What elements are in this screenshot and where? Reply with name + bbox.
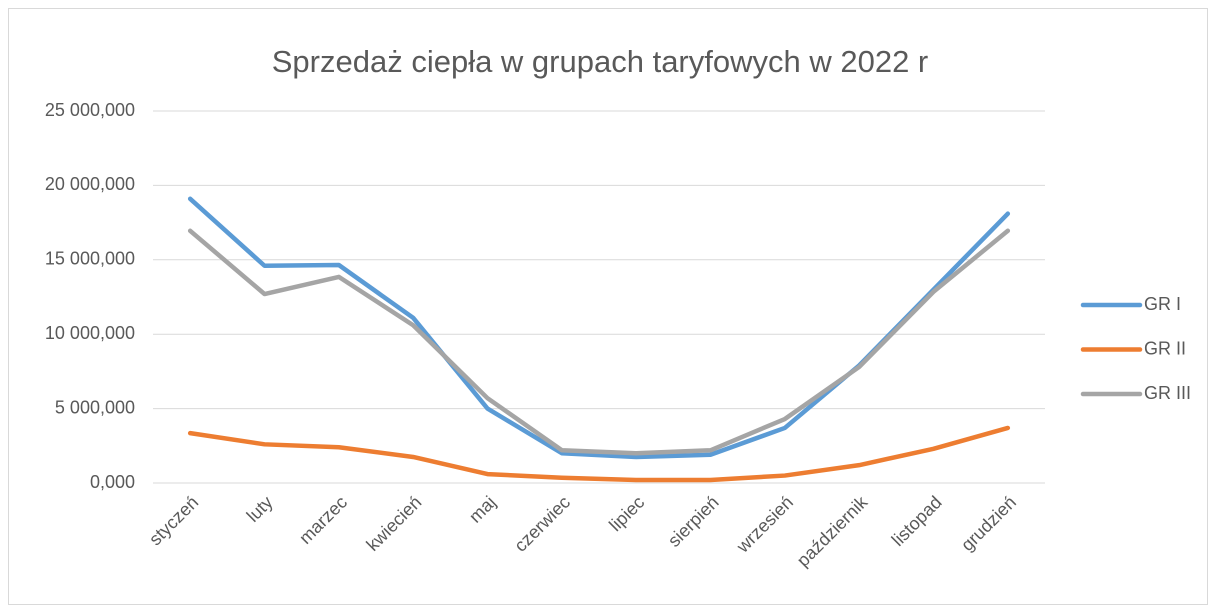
chart-title: Sprzedaż ciepła w grupach taryfowych w 2… [272, 44, 929, 79]
legend-label: GR I [1144, 294, 1181, 314]
y-tick-label: 15 000,000 [45, 249, 135, 269]
legend-label: GR III [1144, 383, 1191, 403]
series-line [187, 228, 1011, 456]
chart-border [8, 8, 1208, 605]
series-line [187, 425, 1011, 483]
y-tick-label: 25 000,000 [45, 100, 135, 120]
y-tick-label: 20 000,000 [45, 174, 135, 194]
y-tick-label: 5 000,000 [55, 397, 135, 417]
y-tick-label: 0,000 [90, 472, 135, 492]
y-tick-label: 10 000,000 [45, 323, 135, 343]
legend-label: GR II [1144, 338, 1186, 358]
